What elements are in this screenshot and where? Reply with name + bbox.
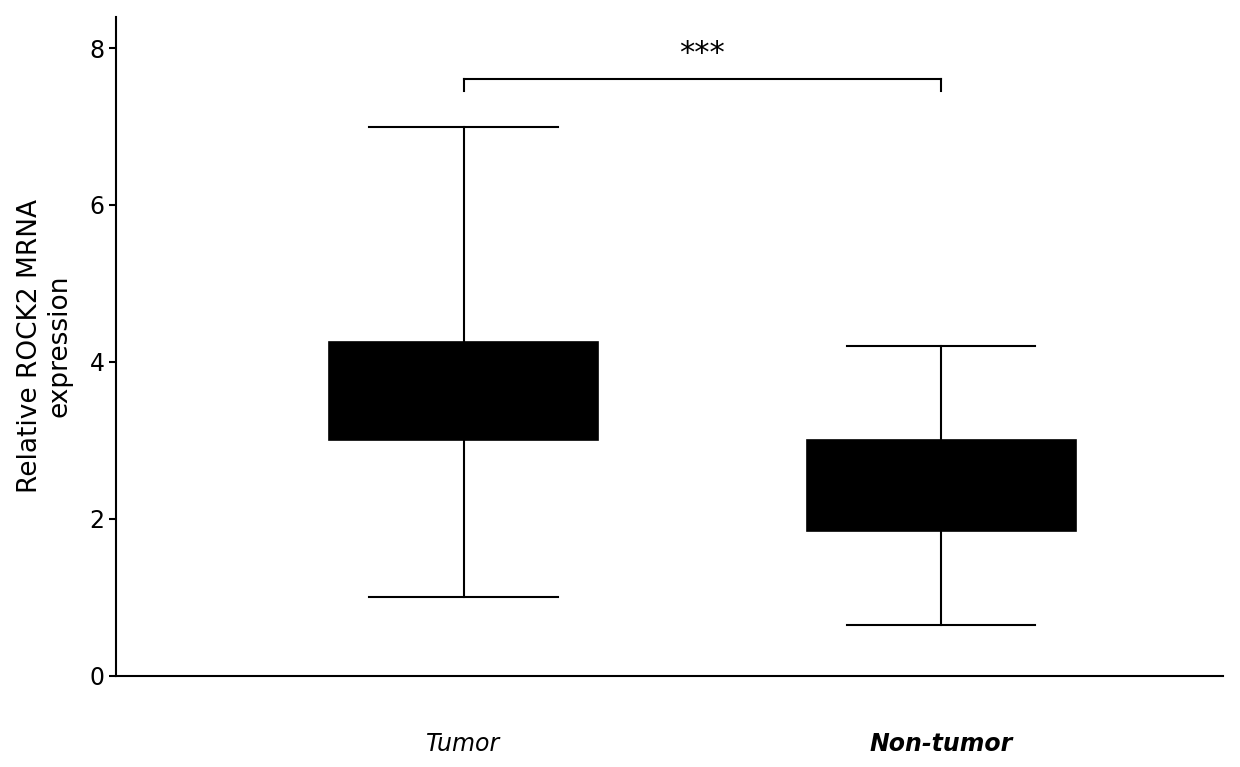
Text: Tumor: Tumor bbox=[427, 732, 501, 756]
Text: Non-tumor: Non-tumor bbox=[869, 732, 1013, 756]
Bar bbox=[806, 440, 1076, 531]
Bar bbox=[329, 342, 598, 440]
Text: ***: *** bbox=[680, 38, 725, 67]
Y-axis label: Relative ROCK2 MRNA
expression: Relative ROCK2 MRNA expression bbox=[16, 199, 73, 493]
